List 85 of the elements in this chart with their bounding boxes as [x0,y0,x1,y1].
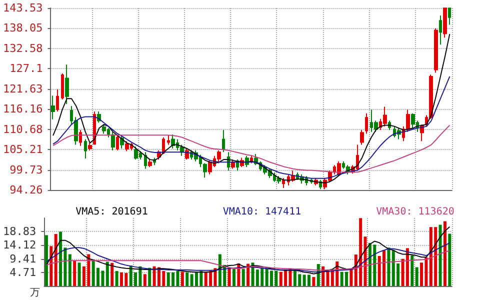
bar [232,268,236,286]
candlestick [434,28,438,74]
candlestick [116,135,119,151]
line-series [52,124,450,173]
candlestick [383,106,387,127]
candlestick [111,131,115,151]
bar [73,260,76,286]
candlestick [282,178,285,189]
y-tick-label: 4.71 [10,266,36,279]
text: VMA10: 147411 [222,206,302,218]
bar [415,267,418,286]
candlestick [443,8,447,38]
bar [54,234,58,286]
line-series [46,242,450,272]
candlestick [203,162,207,178]
y-tick-label: 143.53 [2,2,43,14]
line-series [46,250,450,271]
candlestick [250,155,253,164]
candlestick [439,15,442,46]
candlestick [167,135,170,146]
bar [246,264,250,286]
bar [110,262,114,286]
candlestick [84,138,87,159]
candlestick [79,130,82,146]
candlestick [148,159,152,168]
bar [78,262,81,286]
line-series [52,76,450,179]
y-tick-label: 127.1 [10,62,43,76]
candlestick [217,150,221,164]
bar [242,268,245,286]
bar [68,254,72,286]
bar [350,270,353,286]
candlestick [411,112,415,129]
bar [228,268,231,286]
y-tick-label: 121.63 [2,82,43,96]
y-tick-label: 110.68 [2,122,43,136]
y-tick-label: 138.05 [2,22,43,35]
y-tick-label: 99.73 [10,163,43,176]
bar [180,272,184,286]
y-tick-label: 9.41 [10,252,36,266]
bar [44,235,48,286]
line-series [46,226,450,274]
bar [410,255,414,286]
candlestick [56,88,59,112]
candlestick [134,146,138,160]
candlestick [171,134,175,149]
candlestick [65,64,69,105]
y-tick-label: 94.26 [10,184,43,196]
bar [443,221,446,286]
text: VMA30: 113620 [376,206,454,218]
bar [50,246,53,286]
y-tick-label: 105.21 [2,143,43,156]
candlestick [144,152,147,170]
bar [148,268,152,286]
bar [143,274,146,286]
candlestick [406,109,410,132]
candlestick [231,159,235,170]
text: VMA5: 201691 [76,206,148,218]
candlestick [125,140,129,152]
candlestick [277,176,281,184]
bar [106,262,109,286]
candlestick [448,8,451,26]
bar [448,234,452,286]
y-tick-label: 14.12 [2,238,36,252]
y-axis-title: 万 [30,288,40,298]
y-tick-label: 132.58 [2,42,43,55]
candlestick [208,160,212,175]
bar [186,272,189,286]
candlestick [51,95,55,120]
candlestick [102,124,106,134]
y-tick-label: 18.83 [2,225,36,238]
candlestick [61,72,64,100]
line-series [52,33,450,184]
candlestick [365,112,368,134]
bar [59,232,62,286]
bar [364,236,367,286]
y-tick-label: 116.16 [2,102,43,116]
candlestick [88,142,92,151]
bar [115,270,118,286]
candlestick [222,130,225,153]
bar [288,268,292,286]
bar [438,224,442,286]
bar [406,248,409,286]
candlestick [360,130,364,146]
bar [312,277,316,286]
